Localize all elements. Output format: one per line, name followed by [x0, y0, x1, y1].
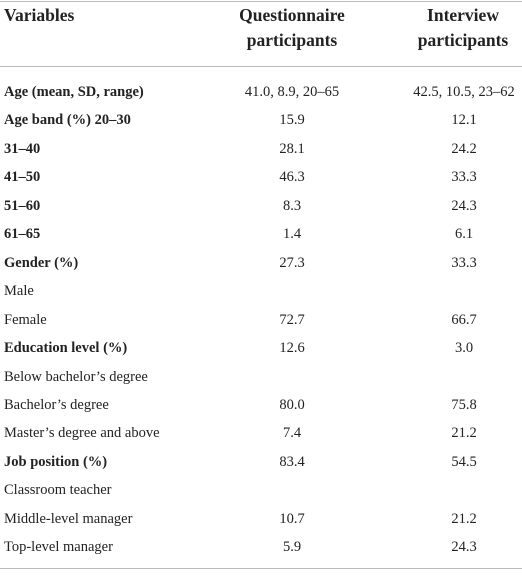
row-value: 33.3: [451, 169, 477, 186]
row-value: 12.6: [279, 340, 305, 357]
row-label: Age band (%) 20–30: [4, 112, 131, 129]
row-label: Classroom teacher: [4, 482, 112, 499]
header-cell: Variables: [4, 5, 75, 25]
row-value: 24.3: [451, 197, 477, 214]
row-value: 46.3: [279, 169, 305, 186]
row-value: 54.5: [451, 453, 477, 470]
row-value: 28.1: [279, 140, 305, 157]
bottom-rule: [0, 568, 522, 569]
row-label: Job position (%): [4, 453, 108, 470]
header-rule: [0, 66, 522, 67]
row-value: 5.9: [282, 539, 302, 556]
top-rule: [0, 1, 522, 2]
row-value: 3.0: [454, 340, 474, 357]
row-label: Gender (%): [4, 254, 79, 271]
row-value: 7.4: [282, 425, 302, 442]
row-label: Age (mean, SD, range): [4, 84, 144, 100]
row-label: Middle-level manager: [4, 510, 133, 527]
row-label: Male: [4, 283, 34, 300]
row-value: 33.3: [451, 254, 477, 271]
row-label: Master’s degree and above: [4, 425, 160, 442]
row-value: 83.4: [279, 453, 305, 470]
row-value: 27.3: [279, 254, 305, 271]
row-value: 6.1: [454, 226, 474, 243]
row-value: 41.0, 8.9, 20–65: [244, 84, 340, 100]
row-label: 61–65: [4, 226, 41, 243]
row-value: 21.2: [451, 425, 477, 442]
row-value: 12.1: [451, 112, 477, 129]
row-label: Female: [4, 311, 47, 328]
row-value: 10.7: [279, 510, 305, 527]
row-value: 72.7: [279, 311, 305, 328]
row-label: Top-level manager: [4, 539, 113, 556]
row-value: 1.4: [282, 226, 302, 243]
row-label: Bachelor’s degree: [4, 396, 109, 413]
row-value: 24.2: [451, 140, 477, 157]
row-value: 8.3: [282, 197, 302, 214]
row-value: 15.9: [279, 112, 305, 129]
row-value: 66.7: [451, 311, 477, 328]
row-label: 41–50: [4, 169, 41, 186]
row-value: 80.0: [279, 396, 305, 413]
row-label: 51–60: [4, 197, 41, 214]
row-value: 42.5, 10.5, 23–62: [413, 84, 515, 100]
row-label: Below bachelor’s degree: [4, 368, 148, 385]
row-value: 24.3: [451, 539, 477, 556]
row-label: 31–40: [4, 140, 41, 157]
row-label: Education level (%): [4, 340, 128, 357]
row-value: 75.8: [451, 396, 477, 413]
header-cell: Interview participants: [417, 5, 509, 50]
row-value: 21.2: [451, 510, 477, 527]
header-cell: Questionnaire participants: [239, 5, 345, 50]
